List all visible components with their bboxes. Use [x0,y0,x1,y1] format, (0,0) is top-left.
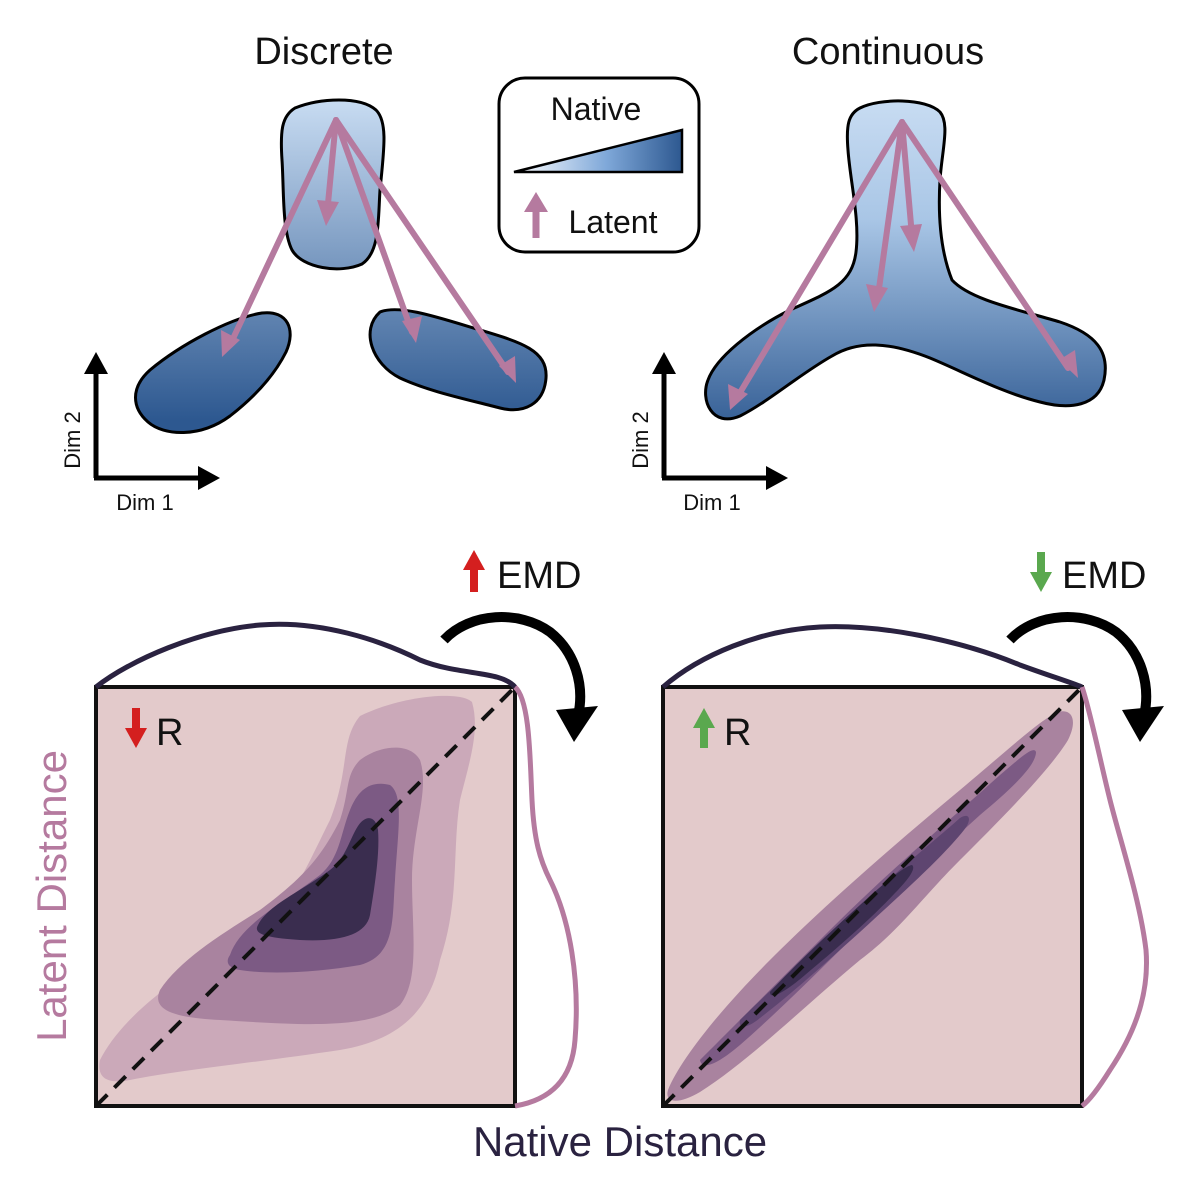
left-kde-panel: EMD R [94,550,598,1109]
arrowhead [402,316,422,343]
up-arrow-icon [84,352,108,374]
latent-arrowhead-icon [524,192,548,212]
native-gradient-wedge [513,128,684,174]
arrowhead [317,200,339,226]
r-down-arrowhead-icon [125,728,147,748]
continuous-title: Continuous [792,31,984,73]
r-up-arrowhead-icon [693,708,715,728]
continuous-panel: Continuous Dim 1 Dim 2 [628,31,1107,515]
up-arrow-icon [652,352,676,374]
identity-diagonal [661,685,1084,1108]
continuous-dim1-label: Dim 1 [683,490,740,515]
kde-frame [661,685,1084,1108]
arrowhead [499,356,516,383]
discrete-panel: Discrete Dim 1 Dim 2 [60,31,548,515]
rotation-arrow [1006,612,1152,718]
rotation-arrowhead-icon [556,706,598,742]
discrete-dim2-label: Dim 2 [60,411,85,468]
continuous-dim2-label: Dim 2 [628,411,653,468]
kde-frame [94,685,517,1108]
right-emd-label: EMD [1062,555,1146,597]
right-kde-panel: EMD R [661,552,1164,1108]
native-distance-label: Native Distance [473,1118,767,1165]
arrowhead [221,330,240,357]
arrowhead [866,284,888,312]
identity-diagonal [94,685,517,1108]
left-r-label: R [156,712,183,754]
latent-distribution-curve [513,685,579,1109]
latent-arrow [333,117,511,375]
latent-distance-label: Latent Distance [28,750,75,1042]
continuous-arrowheads [728,224,1078,410]
latent-arrow [324,117,339,217]
legend-native-label: Native [551,91,642,127]
latent-arrow [875,119,905,299]
discrete-arrowheads [221,200,516,383]
continuous-blob [704,99,1107,421]
latent-arrow [899,119,915,239]
arrowhead [900,224,922,252]
native-distribution-curve [94,621,517,689]
arrowhead [728,384,748,410]
discrete-axes [93,372,200,481]
discrete-dim1-label: Dim 1 [116,490,173,515]
latent-arrow [735,119,905,399]
legend-latent-label: Latent [569,204,658,240]
discrete-blob-right [368,308,548,412]
native-distribution-curve [661,624,1083,690]
continuous-axes [661,372,768,481]
right-r-label: R [724,712,751,754]
emd-up-arrowhead-icon [463,550,485,570]
latent-arrow [227,117,339,348]
discrete-title: Discrete [254,31,393,73]
kde-level-4 [770,865,914,996]
right-arrow-icon [766,466,788,490]
left-emd-label: EMD [497,555,581,597]
latent-arrow [899,119,1071,371]
discrete-latent-arrows [227,117,511,375]
kde-level-4 [256,818,379,941]
legend-box: Native Latent [497,76,701,254]
continuous-latent-arrows [735,119,1071,399]
right-arrow-icon [198,466,220,490]
arrowhead [1059,350,1078,378]
latent-distribution-curve [1079,686,1150,1108]
emd-down-arrowhead-icon [1030,572,1052,592]
rotation-arrow [440,612,586,718]
latent-arrow [333,117,415,335]
discrete-blob-left [134,311,292,434]
rotation-arrowhead-icon [1122,706,1164,742]
